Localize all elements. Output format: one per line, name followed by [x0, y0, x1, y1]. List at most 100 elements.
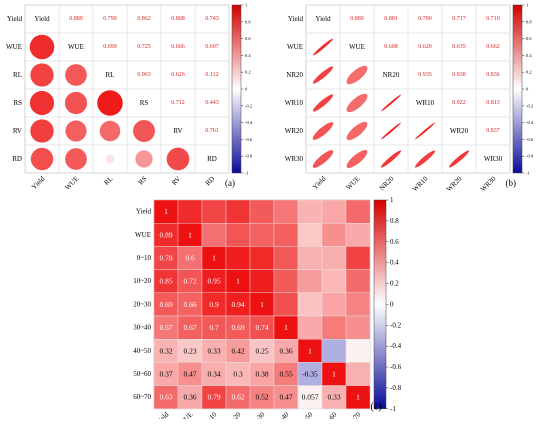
column-label: NR20 — [378, 174, 396, 192]
column-label: WR20 — [445, 174, 464, 193]
value-label: 0.608 — [384, 44, 398, 50]
correlation-ellipse — [415, 122, 435, 140]
colorbar-tick-label: 0.6 — [245, 36, 251, 41]
colorbar-tick-label: 0.8 — [390, 217, 399, 225]
colorbar-tick-label: -0.8 — [526, 154, 534, 159]
colorbar-tick-label: -0.4 — [245, 120, 253, 125]
value-label: 0.889 — [69, 16, 83, 22]
diagonal-label: RV — [173, 127, 182, 135]
colorbar-tick-label: -0.4 — [390, 342, 402, 350]
column-label: 60~70 — [344, 410, 363, 419]
value-label: 0.836 — [486, 72, 500, 78]
colorbar-tick-label: 0.4 — [390, 259, 399, 267]
row-label: 40~50 — [133, 347, 151, 355]
value-label: 0.935 — [418, 72, 432, 78]
cell-value-label: 0.6 — [185, 254, 195, 263]
row-label: 20~30 — [133, 300, 151, 308]
row-label: NR20 — [286, 71, 303, 79]
colorbar-tick-label: 0.2 — [245, 70, 251, 75]
correlation-circle — [97, 90, 123, 116]
correlation-ellipse — [312, 66, 334, 84]
value-label: 0.717 — [452, 16, 466, 22]
correlation-circle — [64, 91, 88, 115]
colorbar-tick-label: -0.8 — [390, 384, 402, 392]
correlation-circle — [135, 150, 153, 168]
cell-value-label: 0.72 — [183, 277, 196, 286]
colorbar — [373, 199, 387, 410]
colorbar-tick-label: 0.2 — [390, 280, 399, 288]
diagonal-label: Yield — [34, 15, 50, 23]
cell-value-label: 1 — [308, 346, 312, 355]
colorbar-tick-label: 1 — [390, 196, 394, 204]
heatmap-cell — [225, 222, 251, 247]
cell-value-label: 0.85 — [159, 277, 172, 286]
row-label: WUE — [287, 43, 303, 51]
cell-value-label: 1 — [188, 230, 192, 239]
cell-value-label: 0.3 — [233, 370, 243, 379]
colorbar-tick-label: 0.6 — [526, 36, 532, 41]
value-label: 0.799 — [103, 16, 117, 22]
correlation-circle — [30, 119, 54, 143]
value-label: 0.808 — [171, 16, 185, 22]
diagonal-label: WUE — [349, 43, 365, 51]
correlation-ellipse — [346, 65, 368, 85]
row-label: Yield — [288, 15, 304, 23]
value-label: 0.922 — [452, 100, 466, 106]
cell-value-label: 0.42 — [231, 346, 244, 355]
colorbar-tick-label: 0 — [390, 300, 394, 308]
heatmap-cell — [177, 199, 203, 224]
cell-value-label: 0.057 — [302, 393, 319, 402]
cell-value-label: 0.66 — [183, 300, 196, 309]
heatmap-cell — [273, 222, 299, 247]
diagonal-label: WR10 — [416, 99, 435, 107]
cell-value-label: 1 — [332, 370, 336, 379]
heatmap-cell — [321, 292, 347, 317]
heatmap-cell — [273, 269, 299, 294]
value-label: 0.790 — [418, 16, 432, 22]
value-label: 0.963 — [137, 72, 151, 78]
cell-value-label: 0.23 — [183, 346, 196, 355]
correlation-circle — [30, 147, 54, 171]
value-label: 0.697 — [205, 44, 219, 50]
row-label: 60~70 — [133, 393, 151, 401]
colorbar-tick-label: 0.2 — [526, 70, 532, 75]
heatmap-cell — [345, 292, 371, 317]
cell-value-label: 0.67 — [183, 323, 196, 332]
heatmap-cell — [201, 199, 227, 224]
heatmap-cell — [297, 222, 323, 247]
cell-value-label: 0.52 — [255, 393, 268, 402]
row-label: RL — [13, 71, 22, 79]
correlation-circle — [29, 90, 55, 116]
cell-value-label: 0.95 — [207, 277, 220, 286]
row-label: RS — [13, 99, 22, 107]
value-label: 0.626 — [171, 72, 185, 78]
cell-value-label: 0.34 — [207, 370, 220, 379]
cell-value-label: 0.74 — [255, 323, 268, 332]
colorbar-tick-label: 0 — [245, 87, 248, 92]
column-label: 10~20 — [224, 410, 243, 419]
colorbar-tick-label: -0.2 — [245, 103, 252, 108]
heatmap-cell — [249, 199, 275, 224]
colorbar-tick-label: -0.6 — [390, 363, 402, 371]
value-label: 0.801 — [384, 16, 398, 22]
correlation-ellipse — [381, 94, 401, 112]
correlation-circle — [133, 120, 155, 142]
value-label: 0.712 — [171, 100, 185, 106]
panel-label: (b) — [506, 178, 517, 188]
cell-value-label: 0.57 — [159, 323, 172, 332]
heatmap-cell — [249, 222, 275, 247]
heatmap-cell — [345, 199, 371, 224]
heatmap-cell — [273, 246, 299, 270]
correlation-circle — [30, 63, 54, 87]
correlation-ellipse — [346, 149, 368, 169]
correlation-circle — [65, 148, 87, 170]
colorbar-tick-label: 0 — [526, 87, 529, 92]
cell-value-label: 0.62 — [231, 393, 244, 402]
row-label: WR20 — [285, 127, 304, 135]
heatmap-cell — [273, 199, 299, 224]
row-label: Yield — [7, 15, 23, 23]
value-label: 0.112 — [205, 72, 218, 78]
column-label: RV — [170, 175, 182, 187]
